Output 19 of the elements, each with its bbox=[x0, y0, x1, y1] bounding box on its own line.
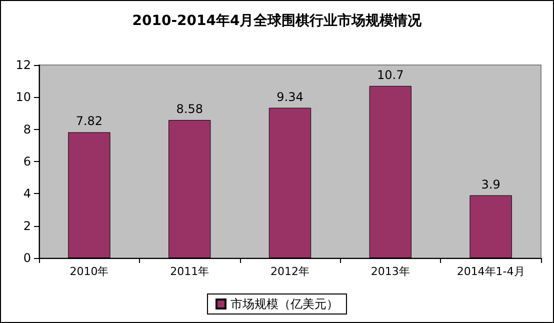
data-label: 7.82 bbox=[76, 114, 103, 128]
data-label: 9.34 bbox=[276, 90, 304, 104]
y-tick-label: 0 bbox=[23, 251, 31, 265]
x-tick-label: 2013年 bbox=[370, 265, 410, 278]
x-tick-label: 2010年 bbox=[70, 265, 109, 278]
data-label: 10.7 bbox=[377, 68, 404, 82]
y-tick-label: 4 bbox=[23, 186, 31, 201]
data-label: 8.58 bbox=[176, 102, 203, 116]
y-tick-label: 2 bbox=[23, 218, 31, 233]
y-tick-label: 6 bbox=[23, 154, 31, 168]
legend-label: 市场规模（亿美元） bbox=[230, 297, 338, 311]
x-tick-label: 2014年1-4月 bbox=[456, 265, 525, 278]
data-label: 3.9 bbox=[481, 177, 500, 192]
chart-title: 2010-2014年4月全球围棋行业市场规模情况 bbox=[132, 12, 423, 29]
x-tick-label: 2012年 bbox=[270, 265, 310, 278]
x-tick-label: 2011年 bbox=[170, 265, 210, 278]
y-tick-label: 10 bbox=[16, 90, 31, 104]
y-tick-label: 8 bbox=[23, 122, 31, 136]
y-tick-label: 12 bbox=[16, 58, 31, 72]
